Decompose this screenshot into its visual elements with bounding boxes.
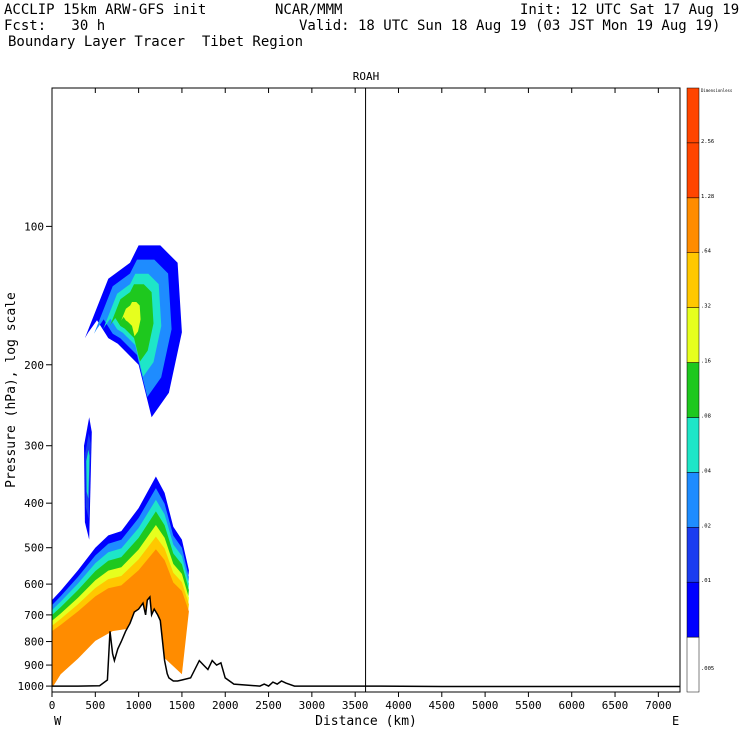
legend-swatch (686, 417, 700, 473)
y-tick-label: 500 (24, 542, 44, 555)
legend-swatch (686, 362, 700, 418)
header-valid-time: Valid: 18 UTC Sun 18 Aug 19 (03 JST Mon … (299, 18, 721, 34)
x-tick-label: 2500 (255, 699, 282, 712)
y-tick-label: 200 (24, 359, 44, 372)
legend-level-label: .02 (701, 523, 711, 529)
west-label: W (54, 714, 62, 728)
x-tick-label: 4500 (429, 699, 456, 712)
legend-swatch (686, 581, 700, 638)
upper-tracer-band-4 (121, 302, 141, 337)
y-tick-label: 900 (24, 659, 44, 672)
legend-level-label: .16 (701, 359, 711, 365)
x-tick-label: 2000 (212, 699, 239, 712)
legend-level-label: .32 (701, 304, 711, 310)
legend-swatch-top (686, 87, 700, 144)
y-tick-label: 300 (24, 440, 44, 453)
x-tick-label: 5000 (472, 699, 499, 712)
y-tick-label: 600 (24, 578, 44, 591)
x-tick-label: 500 (85, 699, 105, 712)
y-tick-label: 1000 (18, 680, 45, 693)
header-init-time: Init: 12 UTC Sat 17 Aug 19 (520, 2, 740, 18)
y-tick-label: 700 (24, 609, 44, 622)
mid-tracer-band-2 (86, 449, 90, 499)
x-axis-ticks: 0 500 1000 1500 2000 2500 3000 3500 4000 4500 5000… (49, 88, 672, 712)
boundary-layer-tracer-band-6 (52, 549, 189, 689)
legend-swatch (686, 636, 700, 693)
chart-title: ROAH (353, 70, 380, 83)
legend-swatch (686, 252, 700, 308)
legend-level-label: .04 (701, 468, 712, 474)
legend-level-label: 2.56 (701, 139, 714, 145)
x-tick-label: 0 (49, 699, 56, 712)
x-tick-label: 1500 (169, 699, 196, 712)
x-tick-label: 1000 (125, 699, 152, 712)
color-legend: .005 .01 .02 .04 .08 .16 .32 .64 1.28 2.56 Dimensi… (686, 87, 733, 693)
header-org: NCAR/MMM (275, 2, 343, 18)
tracer-contours (52, 245, 189, 689)
y-tick-label: 800 (24, 636, 44, 649)
legend-title: Dimensionless (701, 88, 733, 93)
x-tick-label: 5500 (515, 699, 542, 712)
legend-level-label: .08 (701, 413, 711, 419)
legend-level-label: 1.28 (701, 194, 714, 200)
y-axis-ticks: 100 200 300 400 500 600 700 800 900 1000 (18, 220, 52, 693)
x-axis-label: Distance (km) (315, 714, 417, 729)
legend-level-label: .01 (701, 578, 711, 584)
header-field-name: Boundary Layer Tracer Tibet Region (8, 34, 304, 50)
x-tick-label: 3000 (299, 699, 326, 712)
x-tick-label: 4000 (385, 699, 412, 712)
x-tick-label: 3500 (342, 699, 369, 712)
legend-swatch (686, 197, 700, 253)
legend-swatch (686, 472, 700, 528)
legend-swatch (686, 307, 700, 363)
x-tick-label: 6500 (602, 699, 629, 712)
east-label: E (672, 714, 679, 728)
x-tick-label: 7000 (645, 699, 672, 712)
header-title: ACCLIP 15km ARW-GFS init (4, 2, 207, 18)
legend-swatch (686, 142, 700, 199)
header-forecast-hour: Fcst: 30 h (4, 18, 106, 34)
legend-level-label: .64 (701, 249, 712, 255)
terrain-line (52, 595, 680, 688)
y-tick-label: 400 (24, 497, 44, 510)
legend-level-label: .005 (701, 666, 714, 672)
y-tick-label: 100 (24, 220, 44, 233)
terrain-layer (52, 595, 680, 692)
legend-swatch (686, 527, 700, 583)
x-tick-label: 6000 (558, 699, 585, 712)
y-axis-label: Pressure (hPa), log scale (4, 292, 19, 488)
